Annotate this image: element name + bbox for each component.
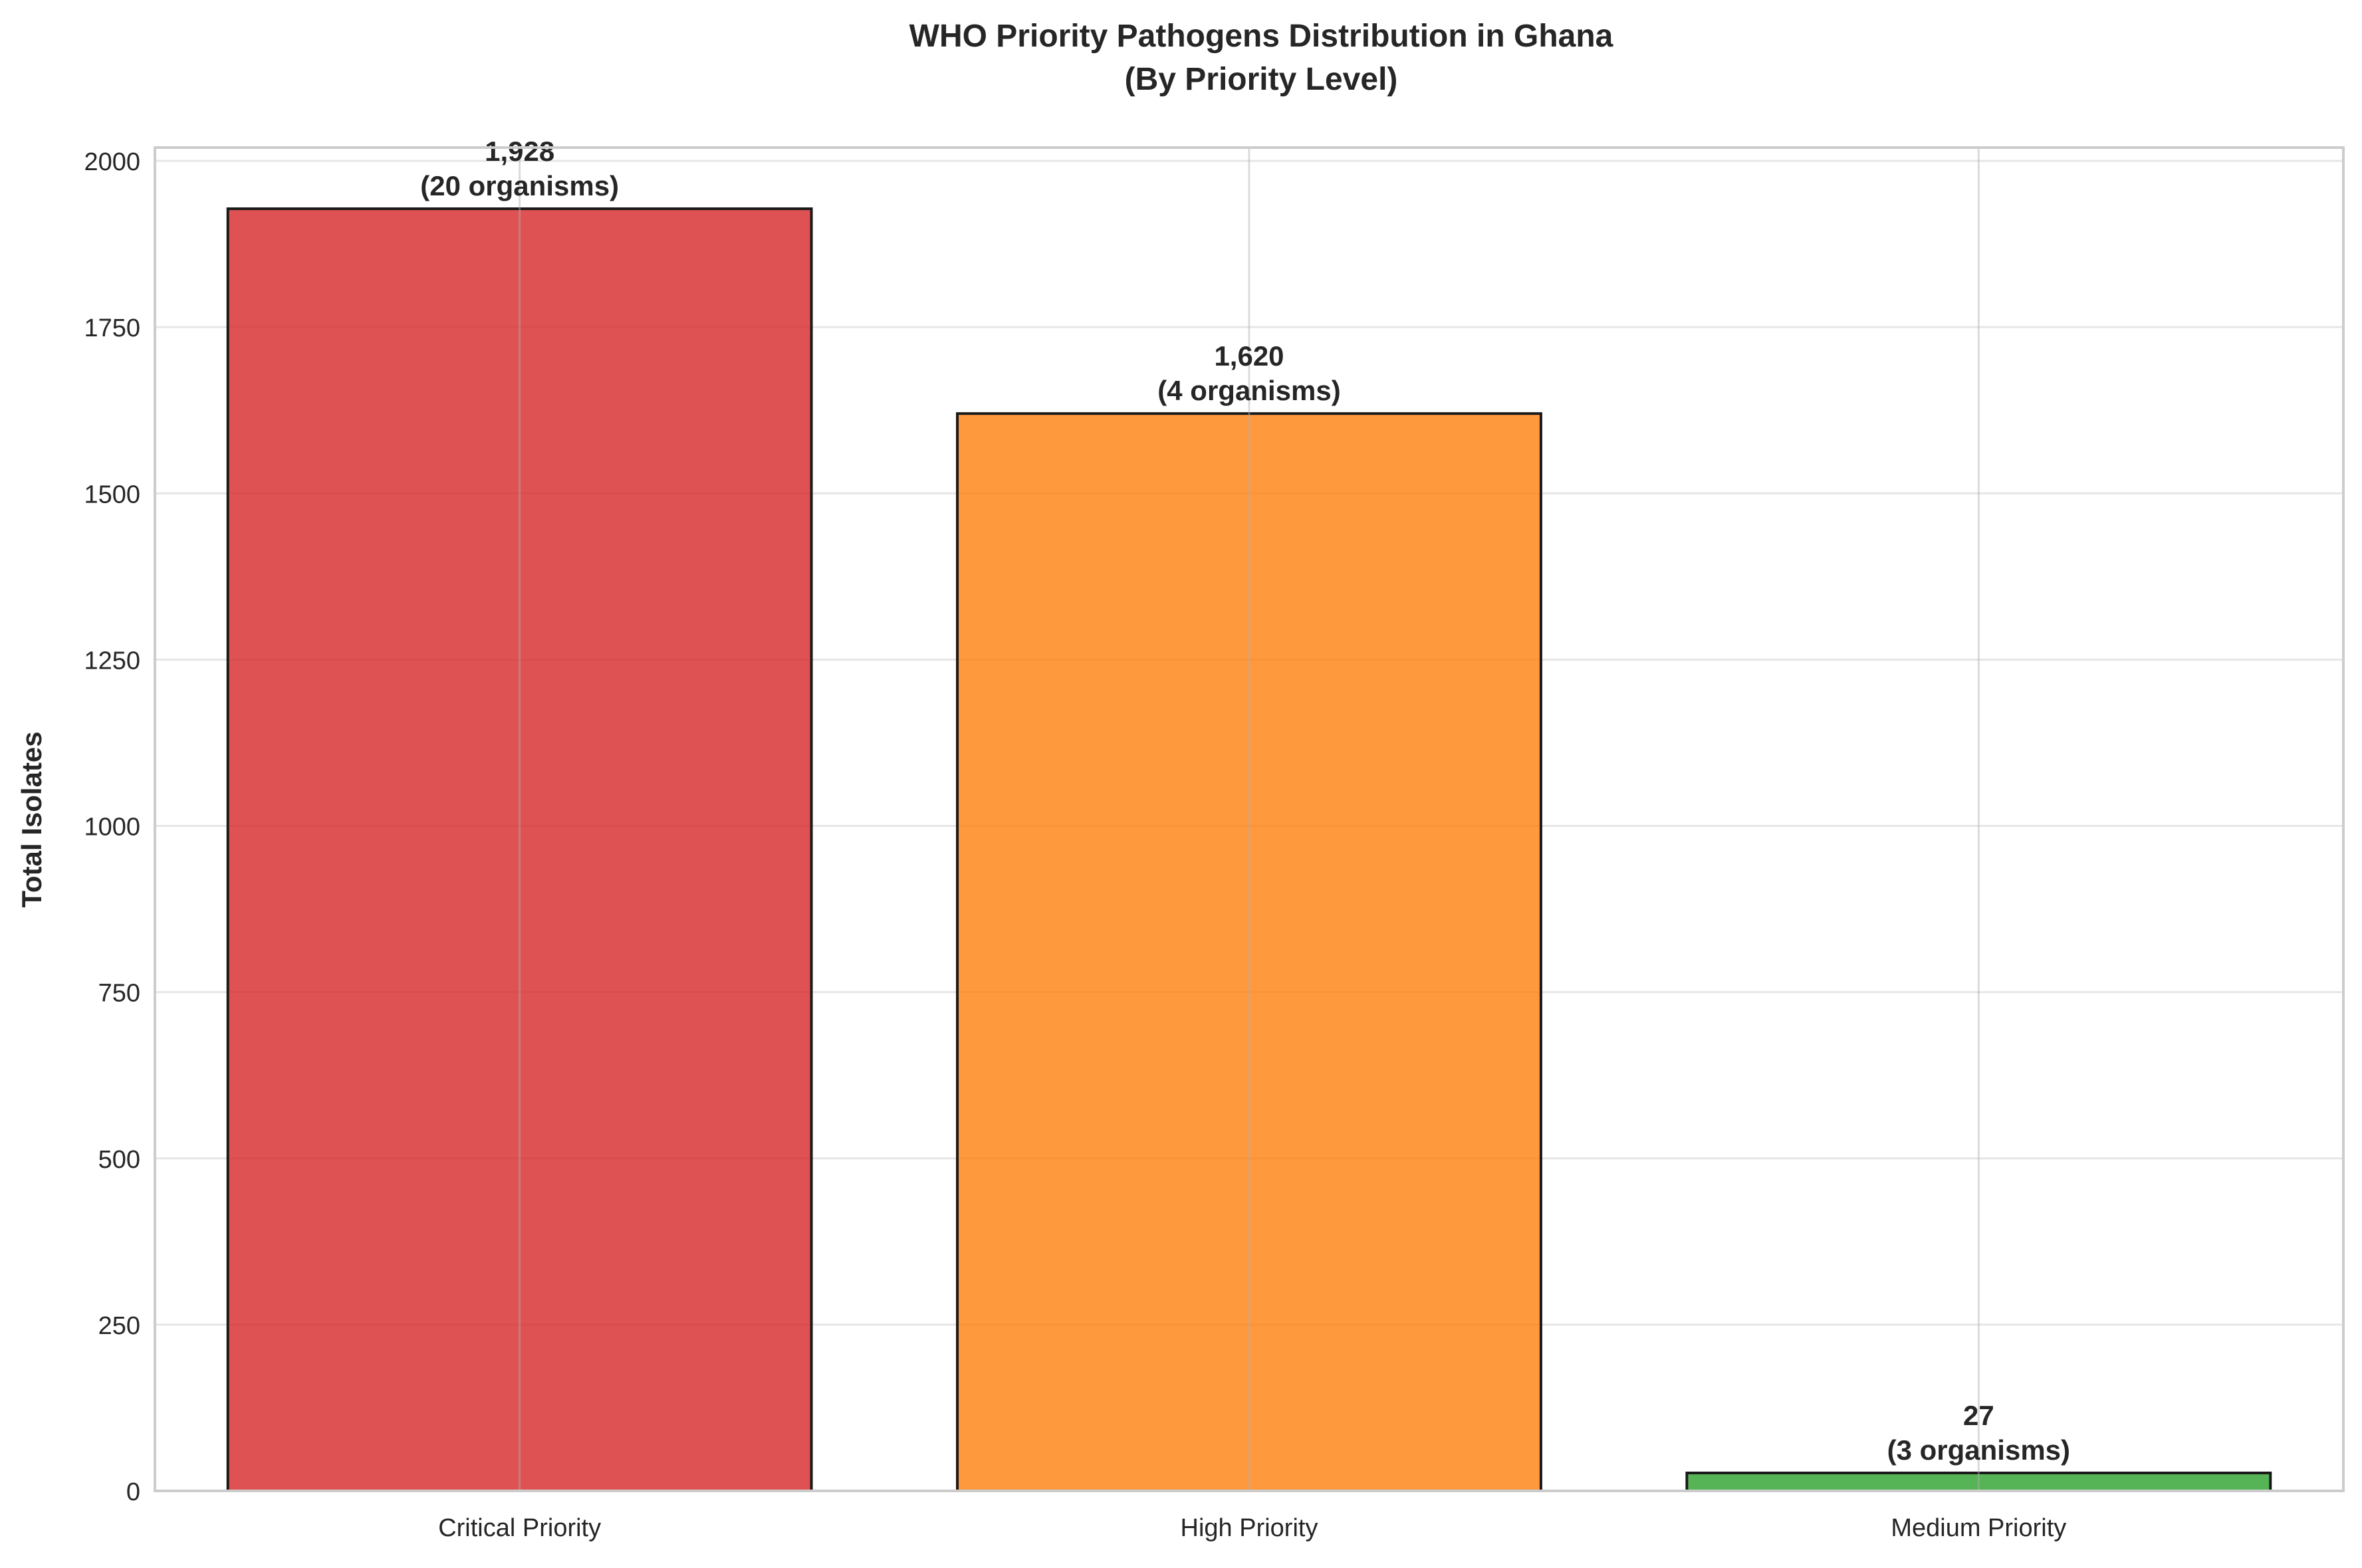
y-tick-label: 1250 <box>84 647 140 675</box>
y-tick-label: 2000 <box>84 148 140 176</box>
bar-organism-label: (3 organisms) <box>1887 1434 2070 1466</box>
bar-organism-label: (4 organisms) <box>1157 375 1340 406</box>
chart-title-line1: WHO Priority Pathogens Distribution in G… <box>909 19 1613 54</box>
x-tick-label: High Priority <box>1181 1514 1318 1542</box>
plot-frame <box>154 146 2345 1492</box>
bar-organism-label: (20 organisms) <box>420 170 619 201</box>
y-tick-label: 1500 <box>84 481 140 508</box>
data-labels: 1,928(20 organisms) 1,620(4 organisms) 27(… <box>420 136 2070 1466</box>
y-tick-label: 1000 <box>84 814 140 841</box>
x-axis-ticks: Critical Priority High Priority Medium Pri… <box>438 1514 2066 1542</box>
bar-value-label: 27 <box>1963 1400 1994 1431</box>
y-tick-label: 750 <box>98 980 140 1008</box>
chart-title-line2: (By Priority Level) <box>1125 62 1398 97</box>
y-tick-label: 500 <box>98 1146 140 1174</box>
bar-critical-priority <box>226 207 813 1492</box>
bars-group <box>226 207 2272 1492</box>
y-tick-label: 1750 <box>84 314 140 342</box>
x-tick-label: Medium Priority <box>1891 1514 2066 1542</box>
bar-value-label: 1,620 <box>1214 340 1284 372</box>
y-axis-label: Total Isolates <box>16 731 47 907</box>
y-tick-label: 250 <box>98 1312 140 1340</box>
category-gridlines <box>519 148 1980 1491</box>
y-tick-label: 0 <box>126 1478 140 1506</box>
bar-value-label: 1,928 <box>485 136 554 167</box>
y-axis-ticks: 0 250 500 750 1000 1250 1500 1750 2000 <box>84 148 140 1506</box>
x-tick-label: Critical Priority <box>438 1514 601 1542</box>
bar-high-priority <box>956 412 1542 1492</box>
